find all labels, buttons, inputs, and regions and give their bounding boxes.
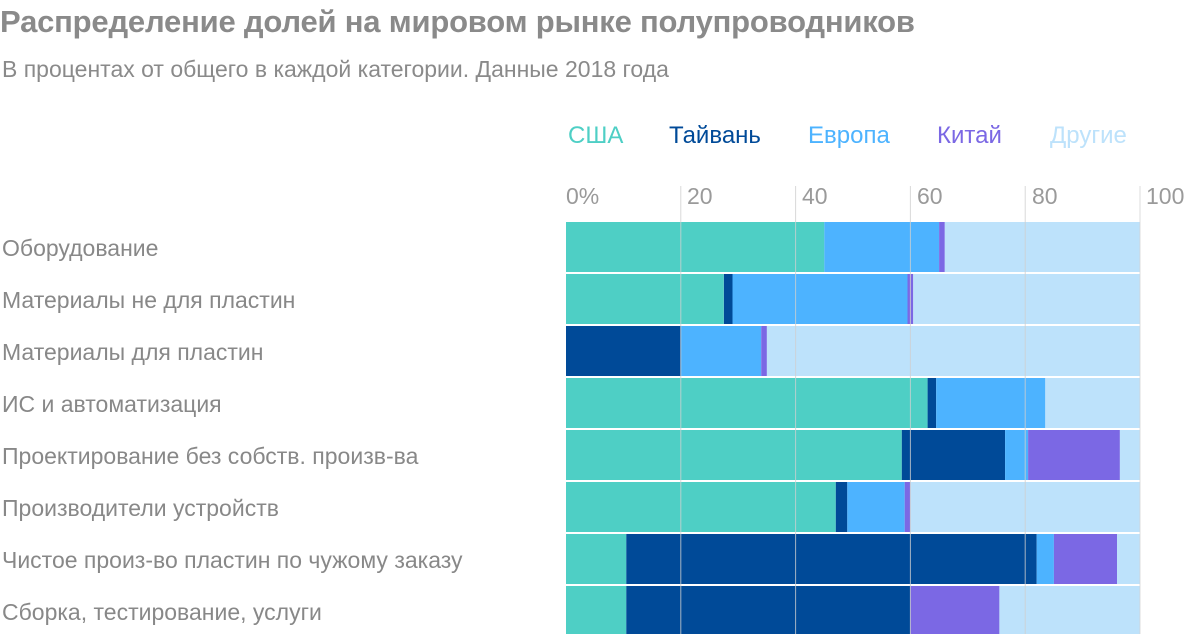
tick-label-0: 0% (566, 183, 600, 209)
bar-segment (566, 534, 627, 584)
chart-title: Распределение долей на мировом рынке пол… (0, 4, 915, 39)
bar-segment (927, 378, 937, 428)
bar-segment (944, 222, 1140, 272)
bar-segment (913, 274, 1140, 324)
bar-segment (680, 326, 762, 376)
bar-segment (999, 586, 1140, 634)
bar-segment (723, 274, 733, 324)
bar-segment (1005, 430, 1029, 480)
tick-label-100: 100 (1146, 183, 1185, 209)
bar-segment (566, 430, 902, 480)
bar-segment (1028, 430, 1120, 480)
legend: США Тайвань Европа Китай Другие (568, 122, 1200, 152)
bar-segment (1045, 378, 1140, 428)
category-label: Проектирование без собств. произв-ва (2, 443, 419, 469)
bar-segment (847, 482, 905, 532)
category-label: Сборка, тестирование, услуги (2, 599, 322, 625)
bar-segment (626, 586, 911, 634)
bar-segment (1117, 534, 1140, 584)
bar-segment (566, 378, 928, 428)
category-label: Чистое произ-во пластин по чужому заказу (2, 547, 463, 573)
legend-item-europe: Европа (808, 122, 890, 149)
bar-segment (732, 274, 908, 324)
category-label: Материалы для пластин (2, 339, 264, 365)
bar-segment (566, 222, 825, 272)
tick-label-20: 20 (687, 183, 713, 209)
bar-segment (939, 222, 945, 272)
legend-item-other: Другие (1050, 122, 1127, 149)
tick-label-80: 80 (1032, 183, 1058, 209)
bar-segment (1036, 534, 1054, 584)
bar-segment (936, 378, 1046, 428)
bar-segment (824, 222, 940, 272)
bar-segment (835, 482, 848, 532)
legend-item-taiwan: Тайвань (669, 122, 761, 149)
tick-label-60: 60 (917, 183, 943, 209)
category-label: Материалы не для пластин (2, 287, 296, 313)
tick-label-40: 40 (802, 183, 828, 209)
bar-segment (761, 326, 767, 376)
legend-item-usa: США (568, 122, 624, 149)
legend-item-china: Китай (937, 122, 1002, 149)
bar-segment (901, 430, 1006, 480)
bar-segment (566, 482, 836, 532)
category-label: ИС и автоматизация (2, 391, 222, 417)
category-label: Оборудование (2, 235, 159, 261)
bar-segment (1119, 430, 1140, 480)
bar-segment (566, 586, 627, 634)
bar-segment (904, 482, 911, 532)
bar-segment (626, 534, 1037, 584)
bar-segment (910, 586, 1000, 634)
bar-segment (566, 326, 681, 376)
chart-subtitle: В процентах от общего в каждой категории… (2, 56, 669, 82)
bar-segment (1053, 534, 1117, 584)
bar-segment (566, 274, 724, 324)
bar-segment (766, 326, 1140, 376)
category-label: Производители устройств (2, 495, 279, 521)
